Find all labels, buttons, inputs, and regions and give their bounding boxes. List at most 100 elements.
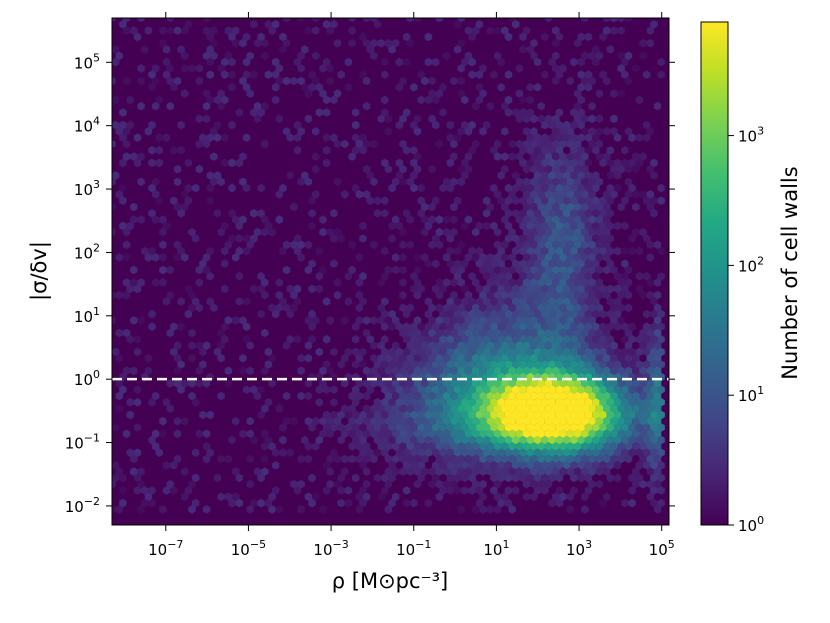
hex-cell: [457, 89, 465, 98]
hex-cell: [355, 190, 363, 199]
hex-cell: [446, 158, 454, 168]
hex-cell: [461, 473, 469, 483]
hex-cell: [261, 454, 269, 464]
hex-cell: [151, 76, 160, 86]
hex-cell: [355, 353, 363, 363]
hex-cell: [446, 423, 454, 432]
hex-cell: [603, 18, 611, 23]
hex-cell: [544, 353, 553, 363]
hex-cell: [206, 57, 214, 67]
hex-cell: [603, 290, 611, 300]
hex-cell: [479, 454, 487, 464]
hex-cell: [424, 335, 433, 344]
hex-cell: [570, 57, 578, 67]
hex-cell: [202, 253, 211, 262]
hex-cell: [548, 309, 556, 319]
hex-cell: [653, 290, 662, 300]
hex-cell: [210, 38, 218, 48]
hex-cell: [490, 486, 498, 495]
hex-cell: [573, 38, 582, 48]
hex-cell: [497, 259, 505, 268]
hex-cell: [424, 32, 433, 42]
hex-cell: [515, 467, 524, 476]
hex-cell: [577, 70, 585, 79]
hex-cell: [468, 461, 476, 470]
hex-cell: [592, 309, 600, 319]
hex-cell: [504, 410, 513, 420]
hex-cell: [395, 322, 404, 331]
hex-cell: [577, 171, 585, 180]
hex-cell: [548, 347, 556, 357]
hex-cell: [639, 341, 647, 350]
hex-cell: [657, 335, 665, 344]
hex-cell: [482, 209, 491, 218]
hex-cell: [559, 442, 567, 451]
hex-cell: [501, 379, 509, 388]
hex-cell: [548, 335, 556, 344]
hex-cell: [279, 183, 287, 193]
hex-cell: [522, 492, 531, 502]
hex-cell: [461, 309, 469, 319]
hex-cell: [650, 309, 658, 319]
hex-cell: [508, 316, 516, 325]
hex-cell: [577, 335, 585, 344]
hex-cell: [239, 366, 247, 376]
hex-cell: [544, 164, 553, 174]
hex-cell: [479, 391, 487, 401]
hex-cell: [573, 328, 582, 338]
hex-cell: [395, 398, 404, 407]
hex-cell: [352, 423, 360, 432]
hex-cell: [246, 429, 254, 439]
hex-cell: [435, 454, 444, 464]
hex-cell: [581, 379, 589, 388]
hex-cell: [322, 423, 331, 432]
hex-cell: [606, 45, 614, 54]
hex-cell: [603, 215, 611, 224]
hex-cell: [257, 498, 265, 508]
hex-cell: [213, 95, 222, 105]
hex-cell: [424, 347, 433, 357]
hex-cell: [512, 309, 520, 319]
hex-cell: [519, 272, 527, 281]
hex-cell: [508, 227, 516, 237]
hex-cell: [308, 498, 316, 508]
hex-cell: [373, 398, 382, 407]
hex-cell: [595, 127, 604, 136]
hex-cell: [355, 253, 363, 262]
hex-cell: [541, 473, 549, 483]
hex-cell: [530, 51, 538, 61]
hex-cell: [657, 246, 665, 256]
hex-cell: [613, 410, 622, 420]
hex-cell: [162, 70, 171, 79]
hex-cell: [272, 57, 280, 67]
hex-cell: [504, 398, 513, 407]
hex-cell: [613, 297, 622, 306]
hex-cell: [468, 473, 476, 483]
hex-cell: [453, 398, 462, 407]
hex-cell: [566, 240, 574, 250]
hex-cell: [377, 341, 385, 350]
hex-cell: [341, 316, 349, 325]
hex-cell: [621, 57, 629, 67]
hex-cell: [522, 127, 531, 136]
hex-cell: [162, 297, 171, 306]
hex-cell: [133, 448, 142, 457]
hex-cell: [493, 265, 502, 275]
hex-cell: [177, 360, 185, 369]
hex-cell: [519, 146, 527, 155]
hex-cell: [362, 429, 371, 439]
hex-cell: [464, 366, 473, 376]
hex-cell: [537, 454, 545, 464]
hex-cell: [548, 385, 556, 394]
hex-cell: [544, 416, 553, 426]
hex-cell: [603, 76, 611, 86]
hex-cell: [657, 70, 665, 79]
hex-cell: [493, 366, 502, 376]
hex-cell: [606, 360, 614, 369]
hex-cell: [541, 221, 549, 231]
hex-cell: [603, 152, 611, 161]
hex-cell: [417, 347, 425, 357]
hex-cell: [472, 26, 480, 35]
hex-cell: [413, 366, 422, 376]
hex-cell: [643, 360, 651, 369]
